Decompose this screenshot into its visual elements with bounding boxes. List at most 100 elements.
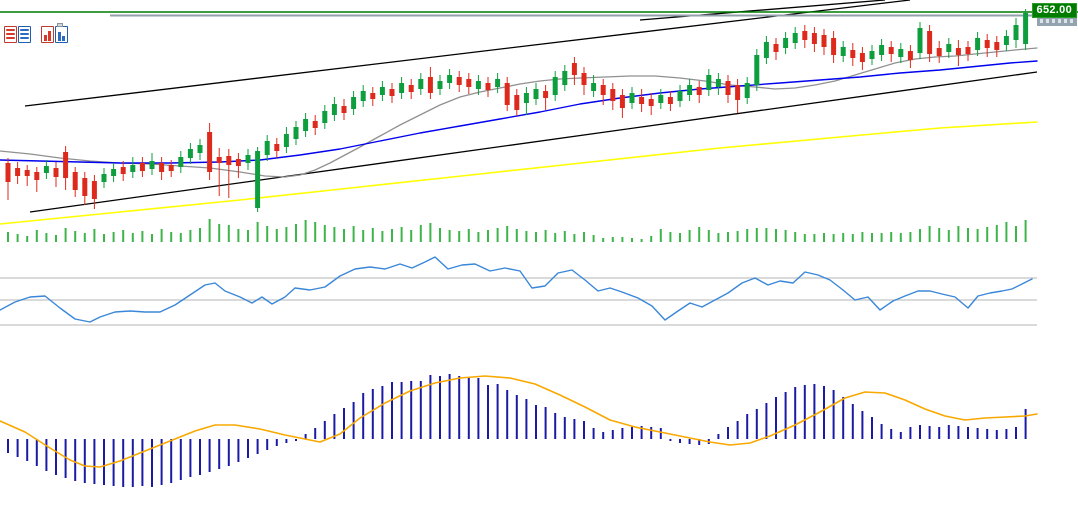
candle	[648, 99, 654, 106]
candle	[898, 49, 904, 57]
candle	[437, 81, 443, 89]
candle	[15, 168, 21, 176]
candle	[24, 170, 30, 176]
candle	[975, 38, 981, 50]
table-icon-red[interactable]	[4, 25, 17, 43]
candle	[322, 111, 328, 123]
candle	[658, 95, 664, 103]
candle	[331, 104, 337, 115]
volume-panel[interactable]	[7, 219, 1027, 242]
candle	[859, 53, 865, 62]
toolbar	[4, 22, 69, 45]
candle	[687, 85, 693, 95]
candle	[965, 47, 971, 54]
oscillator-panel[interactable]	[0, 256, 1037, 326]
candle	[197, 145, 203, 153]
candle	[159, 163, 165, 172]
candle	[274, 144, 280, 151]
candle	[562, 71, 568, 85]
candle	[543, 91, 549, 98]
candle	[619, 95, 625, 108]
candle	[946, 44, 952, 52]
candle	[418, 79, 424, 89]
candle	[264, 141, 270, 155]
candle	[831, 38, 837, 55]
candle	[466, 79, 472, 87]
candle	[379, 87, 385, 95]
candle	[120, 167, 126, 174]
candle	[399, 83, 405, 93]
candle	[581, 73, 587, 85]
candle	[235, 159, 241, 166]
candle	[207, 132, 213, 172]
candle	[168, 165, 174, 171]
candle	[504, 83, 510, 105]
candle	[927, 31, 933, 54]
candlestick-panel[interactable]	[5, 9, 1029, 212]
candle	[792, 33, 798, 43]
candle	[735, 85, 741, 100]
last-price-label: 652.00	[1031, 3, 1077, 18]
candle	[370, 93, 376, 99]
candle	[879, 45, 885, 55]
chart-icon-blue[interactable]	[55, 22, 68, 43]
candle	[1023, 13, 1029, 44]
candle	[226, 156, 232, 165]
candle	[629, 93, 635, 103]
candle	[149, 161, 155, 169]
overlay-lines	[0, 0, 1038, 225]
candle	[5, 163, 11, 182]
candle	[63, 152, 69, 178]
candle	[533, 89, 539, 99]
candle	[591, 83, 597, 91]
candle	[91, 181, 97, 199]
candle	[312, 121, 318, 128]
candle	[111, 169, 117, 176]
candle	[408, 85, 414, 92]
candle	[811, 33, 817, 44]
candle	[639, 97, 645, 104]
candle	[485, 83, 491, 90]
candle	[293, 127, 299, 139]
candle	[869, 51, 875, 59]
candle	[139, 163, 145, 171]
candle	[888, 47, 894, 54]
candle	[303, 119, 309, 131]
candle	[360, 91, 366, 101]
candle	[955, 48, 961, 55]
table-icon-blue[interactable]	[18, 25, 31, 43]
candle	[216, 157, 222, 163]
macd-panel[interactable]	[0, 374, 1038, 487]
candle	[696, 87, 702, 95]
chart-icon-red[interactable]	[41, 25, 54, 43]
candle	[907, 51, 913, 60]
candle	[1013, 25, 1019, 40]
candle	[283, 134, 289, 147]
candle	[514, 95, 520, 110]
candle	[984, 40, 990, 48]
candle	[101, 174, 107, 182]
window-tab-icon	[57, 22, 63, 27]
candle	[351, 97, 357, 109]
candle	[744, 83, 750, 98]
candle	[245, 155, 251, 163]
candle	[725, 81, 731, 95]
candle	[427, 77, 433, 93]
candle	[72, 172, 78, 190]
candle	[34, 172, 40, 180]
candle	[447, 75, 453, 83]
candle	[994, 42, 1000, 50]
candle	[610, 89, 616, 101]
candle	[773, 44, 779, 52]
candle	[130, 165, 136, 172]
candle	[571, 63, 577, 75]
candle	[552, 77, 558, 95]
candle	[763, 42, 769, 58]
candle	[715, 79, 721, 87]
candle	[667, 97, 673, 104]
candle	[917, 28, 923, 53]
candle	[389, 89, 395, 96]
candle	[523, 93, 529, 103]
